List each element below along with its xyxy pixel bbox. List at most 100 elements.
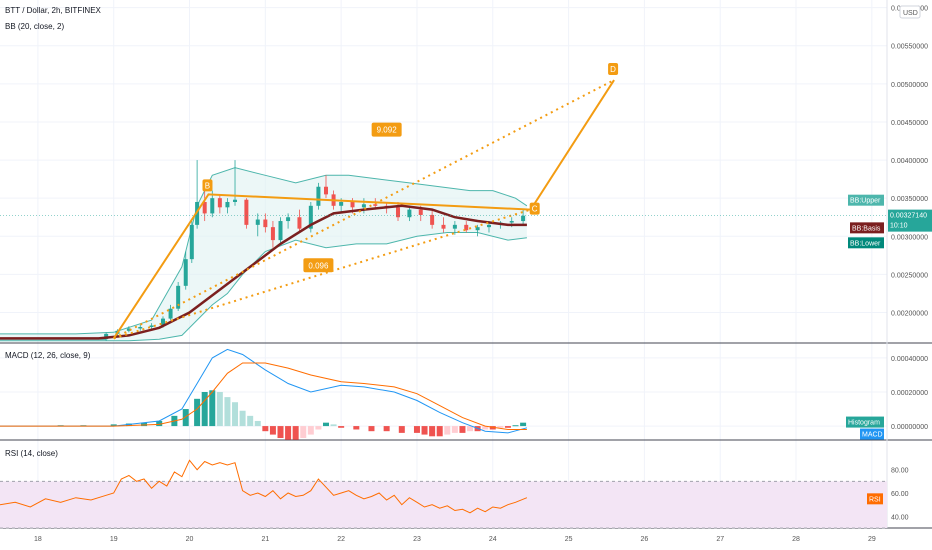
time-tick-label: 21 [261, 536, 269, 543]
histogram-bar [444, 426, 451, 435]
histogram-bar [216, 392, 223, 427]
candle-body [339, 201, 344, 206]
histogram-bar [482, 426, 489, 430]
histogram-bar [330, 424, 337, 427]
macd-tag-bg [860, 428, 884, 440]
time-axis: 18 19 20 21 22 23 24 25 26 27 28 29 [34, 536, 876, 543]
time-tick-label: 28 [792, 536, 800, 543]
last-price-countdown: 10:10 [890, 223, 908, 230]
histogram-bar [322, 422, 329, 427]
histogram-bar [520, 422, 527, 427]
candle-body [464, 224, 469, 231]
price-tick-label: 0.00500000 [891, 82, 928, 89]
histogram-bar [459, 426, 466, 433]
candle-body [210, 198, 215, 214]
ratio-badge [303, 258, 334, 273]
macd-panel [0, 348, 528, 440]
histogram-bar [436, 426, 443, 437]
histogram-bar [285, 426, 292, 440]
candle-body [297, 217, 302, 229]
bb-legend: BB (20, close, 2) [5, 22, 64, 31]
histogram-bar [497, 426, 504, 428]
currency-button[interactable]: USD [899, 5, 921, 19]
time-tick-label: 29 [868, 536, 876, 543]
time-tick-label: 25 [565, 536, 573, 543]
pattern-point-label: C [532, 205, 538, 214]
time-tick-label: 20 [186, 536, 194, 543]
candle-body [233, 199, 238, 202]
candle-body [270, 227, 275, 241]
candle-body [323, 186, 328, 195]
price-tick-label: 0.00550000 [891, 44, 928, 51]
histogram-bar [451, 426, 458, 433]
macd-legend: MACD (12, 26, close, 9) [5, 351, 91, 360]
histogram-bar [315, 426, 322, 430]
candle-body [189, 224, 194, 260]
rsi-tick-label: 40.00 [891, 514, 909, 521]
histogram-bar [512, 425, 519, 427]
bb-lower-tag-bg [848, 237, 884, 249]
last-price-bg [888, 209, 932, 232]
candle-body [441, 224, 446, 229]
price-panel: 9.092 0.096 B C D [0, 63, 619, 342]
histogram-bar [307, 426, 314, 435]
time-tick-label: 22 [337, 536, 345, 543]
price-tick-label: 0.00300000 [891, 234, 928, 241]
candle-body [373, 204, 378, 206]
candle-body [475, 227, 480, 231]
harmonic-pattern: 9.092 0.096 B C D [112, 63, 619, 340]
grid [0, 0, 887, 528]
histogram-bar [156, 420, 163, 427]
candle-body [202, 201, 207, 214]
histogram-bar [383, 426, 390, 432]
rsi-tick-label: 80.00 [891, 468, 909, 475]
candle-body [396, 207, 401, 218]
bb-basis-tag-text: BB:Basis [852, 225, 881, 232]
pattern-legs [112, 79, 615, 339]
histogram-bar [262, 426, 269, 432]
histogram-bar [247, 415, 254, 427]
histogram-bar [201, 392, 208, 427]
candle-body [244, 199, 249, 225]
macd-tick-label: 0.00000000 [891, 424, 928, 431]
histogram-bar [413, 426, 420, 433]
currency-label: USD [903, 10, 918, 17]
price-scales: 0.00200000 0.00250000 0.00300000 0.00350000… [891, 6, 928, 522]
candle-body [521, 215, 526, 222]
histogram-bar [277, 426, 284, 438]
scale-tags: BB:Upper 0.00327140 10:10 BB:Basis BB:Lower H… [0, 194, 932, 505]
last-price-value: 0.00327140 [890, 213, 927, 220]
ratio-badge [371, 122, 402, 137]
histogram-bar [269, 426, 276, 435]
candle-body [509, 221, 514, 223]
candle-body [126, 328, 131, 331]
time-tick-label: 19 [110, 536, 118, 543]
histogram-bar [141, 422, 148, 427]
histogram-bar [209, 390, 216, 427]
candle-body [160, 318, 165, 326]
time-tick-label: 24 [489, 536, 497, 543]
pattern-point-label: B [205, 181, 210, 190]
rsi-tick-label: 60.00 [891, 491, 909, 498]
candle-body [263, 219, 268, 228]
bb-lower-tag-text: BB:Lower [850, 240, 881, 247]
histogram-bar [182, 409, 189, 427]
histogram-bar [239, 410, 246, 427]
candle-body [316, 186, 321, 206]
histogram-bar [368, 426, 375, 432]
time-tick-label: 27 [716, 536, 724, 543]
last-price-tag: 0.00327140 10:10 [888, 209, 932, 232]
bb-upper-tag-text: BB:Upper [850, 198, 881, 205]
rsi-tag-bg [867, 493, 883, 505]
pattern-point-label: D [610, 65, 616, 74]
bb-basis-tag: BB:Basis [850, 222, 884, 234]
pattern-point-badge [529, 202, 540, 215]
histogram-tag: Histogram [846, 416, 884, 428]
macd-line [0, 348, 528, 434]
rsi-panel [0, 459, 887, 529]
ratio-label: 0.096 [308, 261, 329, 270]
histogram-bar [353, 426, 360, 430]
histogram-bar [421, 426, 428, 435]
ratio-dotted-line [113, 79, 615, 340]
